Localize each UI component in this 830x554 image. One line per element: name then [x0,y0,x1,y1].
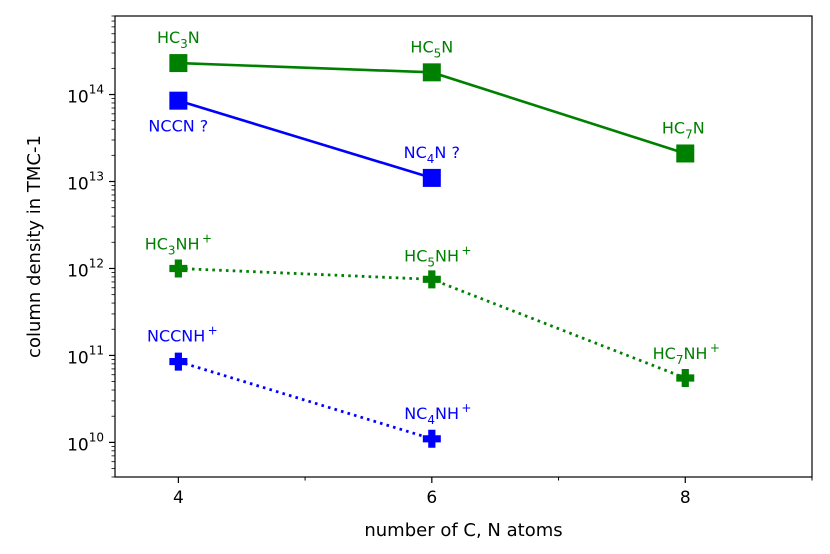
data-point [422,270,441,289]
y-tick-label: 1011 [67,343,104,368]
point-label-part: NCCN ? [148,117,208,136]
axes: 4 6 8 1010 1011 1012 1013 1014 [67,15,813,508]
y-tick-label: 1013 [67,170,104,195]
point-label-part: 3 [168,243,176,257]
point-label-part: NCCNH [147,327,205,346]
point-label-part: NH [435,404,459,423]
point-label-part: N [441,37,453,56]
x-axis-label: number of C, N atoms [364,520,562,541]
point-label-part: + [707,341,719,355]
data-point [676,369,695,388]
point-label-part: NH [683,344,707,363]
point-label-part: 4 [427,413,435,427]
point-label: HC7NH + [653,341,720,367]
point-label-part: 3 [180,37,188,51]
point-label-part: 7 [685,127,693,141]
y-tick-label: 1012 [67,256,104,281]
point-label-part: NH [435,246,459,265]
point-label: NC4NH + [404,401,471,427]
point-label-part: N [188,28,200,47]
data-point [676,144,695,163]
data-point [169,259,188,278]
series-line [177,99,433,180]
x-tick-label: 8 [680,488,691,508]
point-label-part: 5 [427,255,435,269]
point-label-part: 7 [676,353,684,367]
point-label-part: NC [404,404,427,423]
data-point [169,91,188,110]
point-label-part: HC [410,37,433,56]
x-tick-label: 6 [426,488,437,508]
data-point [422,429,441,448]
series-markers [169,54,695,448]
point-label: NCCNH + [147,324,218,346]
point-label-part: NC [404,143,427,162]
point-label: HC5NH + [404,243,471,269]
point-label-part: + [205,324,217,338]
point-label-part: NH [176,234,200,253]
point-label: HC3NH + [145,231,212,257]
y-axis-label: column density in TMC-1 [24,135,45,358]
point-label: NC4N ? [404,143,460,166]
data-point [422,63,441,82]
point-label-part: + [459,243,471,257]
series-lines [177,61,686,441]
y-tick-label: 1010 [67,430,104,455]
point-label-part: 4 [427,152,435,166]
point-label-part: HC [404,246,427,265]
point-label: HC7N [662,118,705,141]
point-label-part: HC [653,344,676,363]
point-label-part: + [200,231,212,245]
point-label-part: N [693,118,705,137]
point-label-part: 5 [434,46,442,60]
point-label-part: HC [157,28,180,47]
data-point [169,54,188,73]
point-label: HC5N [410,37,453,60]
point-label-part: HC [145,234,168,253]
point-label-part: HC [662,118,685,137]
point-label: HC3N [157,28,200,51]
data-point [422,168,441,187]
x-tick-label: 4 [173,488,184,508]
plot-frame [114,15,813,478]
data-point [169,352,188,371]
point-label: NCCN ? [148,117,208,136]
point-label-part: + [459,401,471,415]
point-label-part: N ? [434,143,460,162]
y-tick-label: 1014 [67,83,104,108]
series-line [177,360,433,441]
